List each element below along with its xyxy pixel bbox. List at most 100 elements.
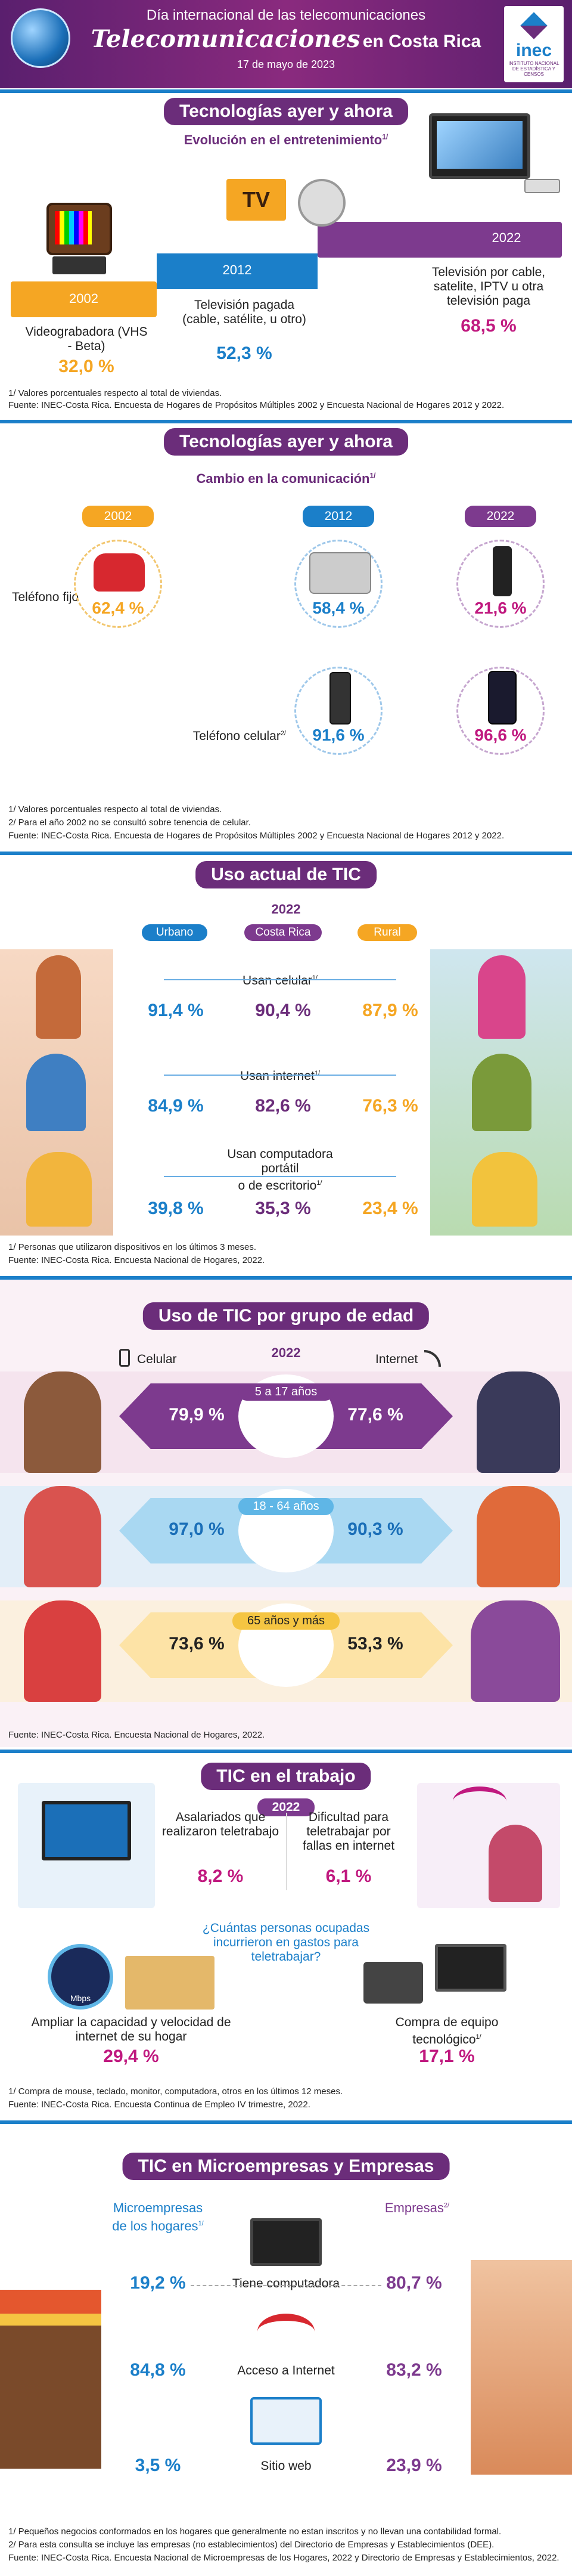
vhs-label: Videograbadora (VHS - Beta) — [25, 325, 148, 353]
farmer-tablet-illustration-icon — [472, 1054, 531, 1131]
section4-source: Fuente: INEC-Costa Rica. Encuesta Nacion… — [8, 1730, 265, 1740]
micro-website-value: 3,5 % — [135, 2456, 181, 2475]
printer-computer-illustration-icon — [358, 1944, 530, 2010]
section1-title: Tecnologías ayer y ahora — [164, 98, 408, 125]
row-cel-bracket — [164, 979, 396, 980]
woman-phone-illustration-icon — [36, 955, 81, 1039]
empresa-internet-value: 83,2 % — [386, 2360, 442, 2380]
header-date: 17 de mayo de 2023 — [237, 58, 335, 70]
group1-cel-value: 79,9 % — [169, 1405, 225, 1425]
row-pc-label: Usan computadora portátil o de escritori… — [227, 1147, 333, 1193]
landline-2002-ring: 62,4 % — [74, 540, 162, 628]
section2-note1: 1/ Valores porcentuales respecto al tota… — [8, 804, 222, 815]
header-title: Telecomunicaciones en Costa Rica — [0, 25, 572, 53]
section1-subtitle: Evolución en el entretenimiento1/ — [184, 132, 388, 147]
section6-source: Fuente: INEC-Costa Rica. Encuesta Nacion… — [8, 2553, 559, 2563]
section3-year: 2022 — [271, 902, 301, 917]
group1-age-pill: 5 a 17 años — [238, 1383, 334, 1401]
timeline-year-2002: 2002 — [69, 291, 98, 306]
micro-internet-value: 84,8 % — [130, 2360, 186, 2380]
cel-costa-rica: 90,4 % — [255, 1001, 311, 1020]
section6-title: TIC en Microempresas y Empresas — [122, 2153, 450, 2180]
globe-icon — [11, 8, 70, 68]
printer-icon — [363, 1962, 423, 2004]
landline-2012-ring: 58,4 % — [294, 540, 383, 628]
shop-building-illustration-icon — [471, 2260, 572, 2475]
internet-capacity-value: 29,4 % — [103, 2046, 159, 2066]
col-urbano: Urbano — [142, 924, 207, 941]
girl-phone-illustration-icon — [24, 1371, 101, 1473]
website-browser-icon — [250, 2397, 322, 2445]
pc-urbano: 39,8 % — [148, 1199, 204, 1218]
section5-source: Fuente: INEC-Costa Rica. Encuesta Contin… — [8, 2100, 310, 2110]
telework-label: Asalariados que realizaron teletrabajo — [161, 1810, 279, 1838]
house-icon — [125, 1956, 214, 2010]
desktop-computer-icon — [250, 2218, 322, 2266]
micro-computer-value: 19,2 % — [130, 2273, 186, 2293]
section1-source: Fuente: INEC-Costa Rica. Encuesta de Hog… — [8, 400, 505, 410]
section2-note2: 2/ Para el año 2002 no se consultó sobre… — [8, 818, 251, 828]
pc-costa-rica: 35,3 % — [255, 1199, 311, 1218]
header-title-script: Telecomunicaciones — [91, 25, 360, 53]
paid-tv-label: Televisión pagada (cable, satélite, u ot… — [182, 298, 306, 326]
wifi-signal-icon — [257, 2314, 315, 2349]
section6-note2: 2/ Para esta consulta se incluye las emp… — [8, 2540, 495, 2550]
section4-left-label: Celular — [137, 1352, 177, 1366]
timeline-band-2002 — [11, 281, 157, 317]
rural-woman-phone-illustration-icon — [478, 955, 526, 1039]
section5-note: 1/ Compra de mouse, teclado, monitor, co… — [8, 2086, 343, 2097]
section6-note1: 1/ Pequeños negocios conformados en los … — [8, 2527, 502, 2537]
header-title-rest: en Costa Rica — [362, 32, 481, 51]
row-int-bracket — [164, 1075, 396, 1076]
cable-tv-value: 68,5 % — [461, 316, 517, 336]
section5-title: TIC en el trabajo — [201, 1763, 371, 1790]
speedometer-icon: Mbps — [48, 1944, 113, 2010]
feature-phone-icon — [329, 672, 351, 724]
section2-source: Fuente: INEC-Costa Rica. Encuesta de Hog… — [8, 831, 505, 841]
group2-int-value: 90,3 % — [347, 1519, 403, 1539]
left-panel-urban — [0, 949, 113, 1236]
timeline-band-2012 — [157, 253, 318, 289]
microempresas-heading: Microempresas de los hogares1/ — [112, 2200, 204, 2234]
boy-computer-illustration-icon — [477, 1371, 560, 1473]
woman-laptop-illustration-icon — [26, 1152, 92, 1227]
telework-value: 8,2 % — [197, 1866, 244, 1886]
cellphone-label: Teléfono celular2/ — [192, 729, 286, 743]
inec-logo-text: inec — [515, 41, 552, 60]
group3-cel-value: 73,6 % — [169, 1634, 225, 1654]
equipment-value: 17,1 % — [419, 2046, 475, 2066]
section5-divider — [286, 1813, 287, 1890]
timeline-year-2012: 2012 — [222, 262, 252, 277]
group2-cel-value: 97,0 % — [169, 1519, 225, 1539]
inec-logo: inec INSTITUTO NACIONAL DE ESTADÍSTICA Y… — [504, 6, 564, 82]
router-icon — [524, 179, 560, 193]
row-website-label: Sitio web — [260, 2459, 312, 2473]
cell-2022-value: 96,6 % — [474, 726, 527, 744]
market-stall-illustration-icon — [0, 2290, 101, 2469]
row-int-label: Usan internet1/ — [240, 1069, 321, 1083]
section3-title: Uso actual de TIC — [195, 861, 377, 888]
section2-subtitle: Cambio en la comunicación1/ — [196, 471, 376, 486]
man-laptop-adult-illustration-icon — [477, 1486, 560, 1587]
landline-2002-value: 62,4 % — [92, 599, 144, 617]
section2-title: Tecnologías ayer y ahora — [164, 428, 408, 456]
empresas-heading: Empresas2/ — [384, 2200, 450, 2215]
section5-topbar — [0, 1750, 572, 1753]
row-computer-line — [191, 2285, 381, 2286]
section2-topbar — [0, 420, 572, 423]
row-cel-label: Usan celular1/ — [243, 974, 318, 987]
man-wifi-illustration-icon — [26, 1054, 86, 1131]
section4-year: 2022 — [271, 1345, 301, 1360]
question-text: ¿Cuántas personas ocupadas incurrieron e… — [202, 1921, 370, 1964]
year-pill-2022: 2022 — [465, 506, 536, 527]
section4-title: Uso de TIC por grupo de edad — [142, 1302, 430, 1330]
year-pill-2002: 2002 — [82, 506, 154, 527]
header-line1: Día internacional de las telecomunicacio… — [146, 7, 426, 23]
section4-right-label: Internet — [375, 1352, 418, 1366]
section3-note: 1/ Personas que utilizaron dispositivos … — [8, 1242, 257, 1252]
desk-phone-icon — [309, 552, 371, 594]
group3-int-value: 53,3 % — [347, 1634, 403, 1654]
cordless-phone-icon — [493, 546, 512, 596]
section1-topbar — [0, 89, 572, 93]
section4-topbar — [0, 1276, 572, 1280]
